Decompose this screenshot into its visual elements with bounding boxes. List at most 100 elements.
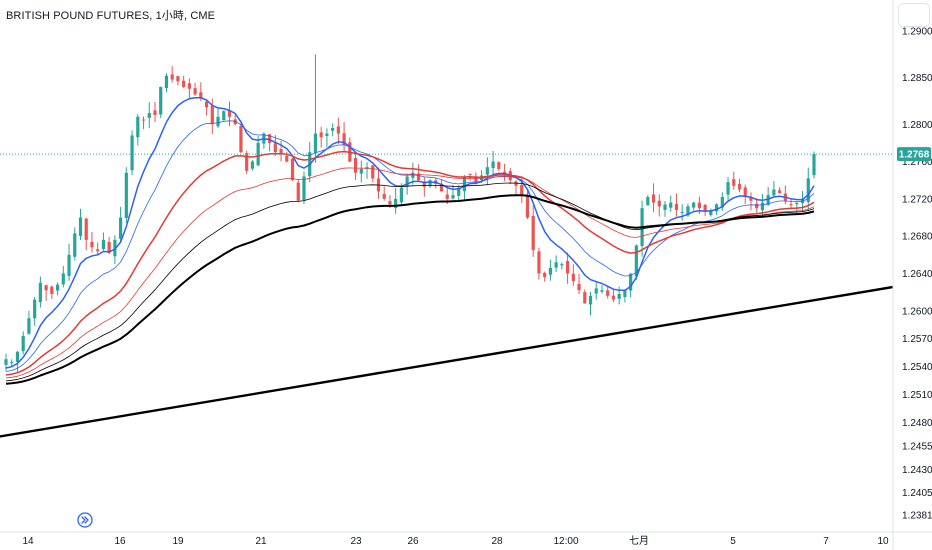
- candle-body: [531, 215, 535, 251]
- candle-body: [147, 113, 151, 118]
- candle-body: [285, 155, 289, 162]
- candle-body: [583, 292, 587, 304]
- chart-corner-control[interactable]: [898, 3, 930, 27]
- candle-body: [290, 158, 295, 181]
- candle-body: [130, 135, 134, 171]
- last-price-badge: 1.2768: [897, 147, 931, 162]
- price-tick-label: 1.2455: [902, 441, 932, 452]
- candle-body: [657, 200, 661, 207]
- candle-body: [187, 83, 191, 89]
- candle-body: [806, 178, 810, 202]
- price-tick-label: 1.2381: [902, 511, 932, 522]
- time-tick-label: 26: [407, 536, 419, 547]
- price-tick-label: 1.2850: [902, 73, 932, 84]
- candle-body: [617, 293, 621, 299]
- candle-body: [388, 201, 392, 205]
- candle-body: [646, 196, 650, 206]
- candle-body: [227, 110, 232, 117]
- candle-body: [663, 204, 667, 210]
- candle-body: [760, 202, 765, 211]
- time-tick-label: 19: [172, 536, 184, 547]
- time-tick-label: 10: [877, 536, 889, 547]
- candle-body: [273, 143, 277, 153]
- candle-body: [302, 176, 306, 200]
- candle-body: [96, 249, 100, 252]
- candle-body: [15, 351, 20, 363]
- candle-body: [514, 181, 518, 186]
- candle-body: [462, 176, 467, 192]
- candle-body: [394, 198, 398, 209]
- price-tick-label: 1.2720: [902, 194, 932, 205]
- candle-body: [359, 169, 363, 174]
- price-tick-label: 1.2540: [902, 362, 932, 373]
- candle-body: [795, 202, 799, 205]
- candle-body: [405, 176, 409, 187]
- time-tick-label: 16: [114, 536, 126, 547]
- candle-body: [674, 204, 679, 211]
- price-tick-label: 1.2600: [902, 306, 932, 317]
- candle-body: [245, 153, 249, 171]
- candle-body: [38, 282, 42, 303]
- candle-body: [634, 245, 638, 277]
- candle-body: [548, 267, 552, 275]
- candle-body: [439, 183, 444, 192]
- time-tick-label: 七月: [629, 535, 649, 547]
- candle-body: [84, 218, 88, 240]
- price-axis[interactable]: 1.2900 1.2850 1.2800 1.2760 1.2720 1.2680 1.26…: [892, 0, 932, 550]
- candle-body: [336, 126, 340, 134]
- time-tick-label: 5: [730, 536, 736, 547]
- chart-title: BRITISH POUND FUTURES, 1小時, CME: [6, 10, 216, 22]
- candle-body: [680, 211, 684, 213]
- time-tick-label: 23: [350, 536, 362, 547]
- moving-average-line: [5, 96, 815, 369]
- time-axis[interactable]: 14 16 19 21 23 26 28 12:00 七月 5 7 10: [0, 531, 932, 547]
- candle-body: [554, 262, 558, 268]
- candle-body: [525, 196, 530, 218]
- candle-body: [565, 260, 570, 274]
- candle-body: [176, 76, 180, 82]
- candle-body: [629, 273, 633, 291]
- candle-body: [428, 180, 432, 187]
- price-tick-label: 1.2640: [902, 269, 932, 280]
- candle-body: [296, 182, 300, 201]
- price-tick-label: 1.2480: [902, 418, 932, 429]
- price-tick-label: 1.2405: [902, 488, 932, 499]
- candle-body: [222, 111, 226, 121]
- candle-body: [594, 288, 598, 294]
- candle-body: [331, 127, 335, 131]
- candle-body: [268, 134, 272, 143]
- candle-body: [416, 173, 421, 181]
- candle-body: [27, 318, 31, 334]
- candle-body: [182, 80, 186, 87]
- candle-body: [353, 158, 358, 173]
- candle-body: [382, 193, 386, 199]
- candle-body: [543, 272, 547, 278]
- candle-body: [709, 210, 713, 216]
- candle-body: [90, 241, 94, 248]
- time-tick-label: 21: [255, 536, 267, 547]
- candle-body: [4, 359, 8, 365]
- candle-body: [33, 299, 37, 319]
- candle-body: [164, 75, 169, 89]
- moving-average-line: [5, 120, 815, 372]
- price-tick-label: 1.2430: [902, 465, 932, 476]
- candle-body: [485, 167, 489, 175]
- moving-average-line: [5, 150, 815, 376]
- candle-body: [669, 202, 673, 208]
- candle-body: [755, 203, 759, 209]
- candle-body: [204, 101, 209, 108]
- candle-body: [44, 285, 48, 291]
- moving-averages-layer: [5, 96, 815, 385]
- candle-body: [170, 74, 174, 80]
- support-trendline[interactable]: [0, 244, 932, 445]
- candle-body: [141, 119, 146, 121]
- fast-forward-icon[interactable]: [77, 512, 93, 528]
- candle-body: [778, 190, 782, 194]
- candle-body: [119, 217, 123, 239]
- candle-body: [766, 195, 770, 205]
- price-tick-label: 1.2570: [902, 334, 932, 345]
- candle-body: [371, 165, 375, 179]
- candle-body: [714, 204, 719, 212]
- candle-body: [67, 254, 71, 276]
